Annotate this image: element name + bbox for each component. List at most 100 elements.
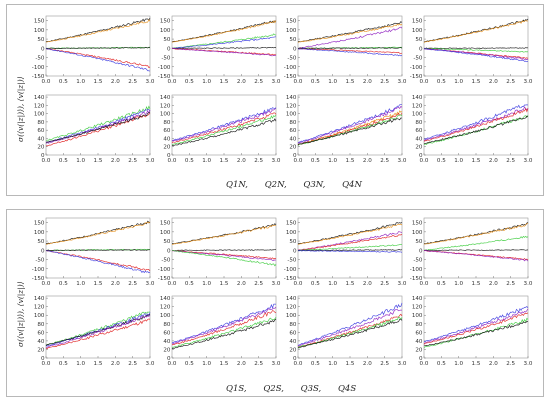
y-tick-label: 40 [37, 339, 45, 345]
y-tick-label: -50 [35, 258, 45, 264]
x-tick-label: 0.0 [168, 158, 177, 164]
y-tick-label: 80 [37, 322, 45, 328]
x-tick-label: 2.5 [506, 361, 515, 367]
south-legend: Q1S, Q2S, Q3S, Q4S [226, 384, 370, 394]
legend-q3n: Q3N, [303, 180, 326, 190]
y-tick-label: 60 [37, 330, 45, 336]
x-tick-label: 2.0 [111, 361, 120, 367]
legend-q4s: Q4S [337, 384, 357, 394]
y-tick-label: 20 [289, 347, 297, 353]
series-line-blue [45, 250, 151, 274]
x-tick-label: 0.0 [294, 79, 303, 85]
x-tick-label: 2.5 [128, 361, 137, 367]
y-tick-label: 140 [412, 95, 423, 101]
x-tick-label: 0.0 [420, 281, 429, 287]
y-tick-label: 20 [415, 347, 423, 353]
series-line-green [423, 235, 529, 251]
y-tick-label: 0 [293, 356, 297, 362]
y-tick-label: 50 [289, 239, 297, 245]
y-tick-label: 140 [160, 95, 171, 101]
y-tick-label: 80 [163, 120, 171, 126]
series-line-black [423, 249, 529, 252]
y-tick-label: 140 [286, 296, 297, 302]
y-tick-label: 50 [163, 239, 171, 245]
y-tick-label: -150 [284, 74, 297, 80]
x-tick-label: 1.5 [94, 361, 103, 367]
y-tick-label: -100 [32, 267, 45, 273]
x-tick-label: 0.0 [168, 281, 177, 287]
x-tick-label: 2.5 [380, 361, 389, 367]
x-tick-label: 1.5 [94, 281, 103, 287]
x-tick-label: 2.0 [489, 79, 498, 85]
y-tick-label: 120 [160, 305, 171, 311]
y-tick-label: 0 [293, 46, 297, 52]
x-tick-label: 0.0 [42, 79, 51, 85]
series-line-black [423, 47, 529, 50]
series-line-black [297, 47, 403, 49]
x-tick-label: 0.5 [311, 361, 320, 367]
x-tick-label: 2.0 [489, 281, 498, 287]
series-line-black [423, 18, 529, 43]
x-tick-label: 0.0 [294, 281, 303, 287]
x-tick-label: 1.5 [220, 281, 229, 287]
y-tick-label: 100 [412, 230, 423, 236]
y-tick-label: 0 [41, 46, 45, 52]
panel-frame [45, 217, 151, 279]
series-line-black [171, 249, 277, 252]
y-tick-label: -150 [284, 276, 297, 282]
x-tick-label: 2.0 [237, 79, 246, 85]
panel-frame [171, 217, 277, 279]
y-tick-label: 80 [415, 120, 423, 126]
y-tick-label: 120 [412, 305, 423, 311]
x-tick-label: 2.5 [380, 158, 389, 164]
series-line-green [423, 317, 529, 348]
x-tick-label: 0.0 [42, 281, 51, 287]
series-line-purple [171, 48, 277, 57]
x-tick-label: 1.5 [472, 79, 481, 85]
x-tick-label: 1.5 [472, 361, 481, 367]
x-tick-label: 1.5 [472, 281, 481, 287]
x-tick-label: 0.5 [437, 281, 446, 287]
y-tick-label: -50 [161, 258, 171, 264]
series-line-black [297, 117, 403, 146]
x-tick-label: 1.5 [472, 158, 481, 164]
x-tick-label: 2.5 [506, 158, 515, 164]
x-tick-label: 2.0 [489, 158, 498, 164]
y-tick-label: 20 [289, 145, 297, 151]
y-tick-label: 100 [34, 230, 45, 236]
series-line-purple [171, 108, 277, 142]
series-line-red [297, 313, 403, 348]
y-tick-label: 60 [163, 128, 171, 134]
x-tick-label: 1.0 [454, 158, 463, 164]
y-tick-label: -150 [410, 74, 423, 80]
legend-q3s: Q3S, [300, 384, 322, 394]
y-tick-label: -50 [413, 258, 423, 264]
y-tick-label: 100 [412, 112, 423, 118]
y-tick-label: -150 [158, 74, 171, 80]
series-line-purple [297, 26, 403, 49]
x-tick-label: 3.0 [398, 79, 407, 85]
x-tick-label: 2.0 [363, 281, 372, 287]
y-tick-label: -150 [158, 276, 171, 282]
x-tick-label: 2.5 [254, 281, 263, 287]
series-line-black [171, 118, 277, 147]
y-tick-label: 150 [34, 19, 45, 25]
y-tick-label: -50 [287, 258, 297, 264]
x-tick-label: 0.5 [311, 158, 320, 164]
series-line-black [172, 223, 277, 245]
x-tick-label: 1.5 [220, 361, 229, 367]
y-tick-label: 80 [163, 322, 171, 328]
x-tick-label: 1.5 [220, 158, 229, 164]
series-line-blue [171, 36, 277, 49]
y-tick-label: 0 [419, 356, 423, 362]
x-tick-label: 1.0 [202, 79, 211, 85]
series-line-blue [423, 306, 529, 342]
y-tick-label: 20 [163, 145, 171, 151]
series-line-blue [171, 107, 277, 142]
series-line-purple [423, 106, 529, 141]
y-tick-label: 0 [41, 356, 45, 362]
y-tick-label: 150 [412, 19, 423, 25]
y-tick-label: 100 [286, 313, 297, 319]
x-tick-label: 0.5 [185, 281, 194, 287]
series-line-blue [297, 302, 403, 346]
